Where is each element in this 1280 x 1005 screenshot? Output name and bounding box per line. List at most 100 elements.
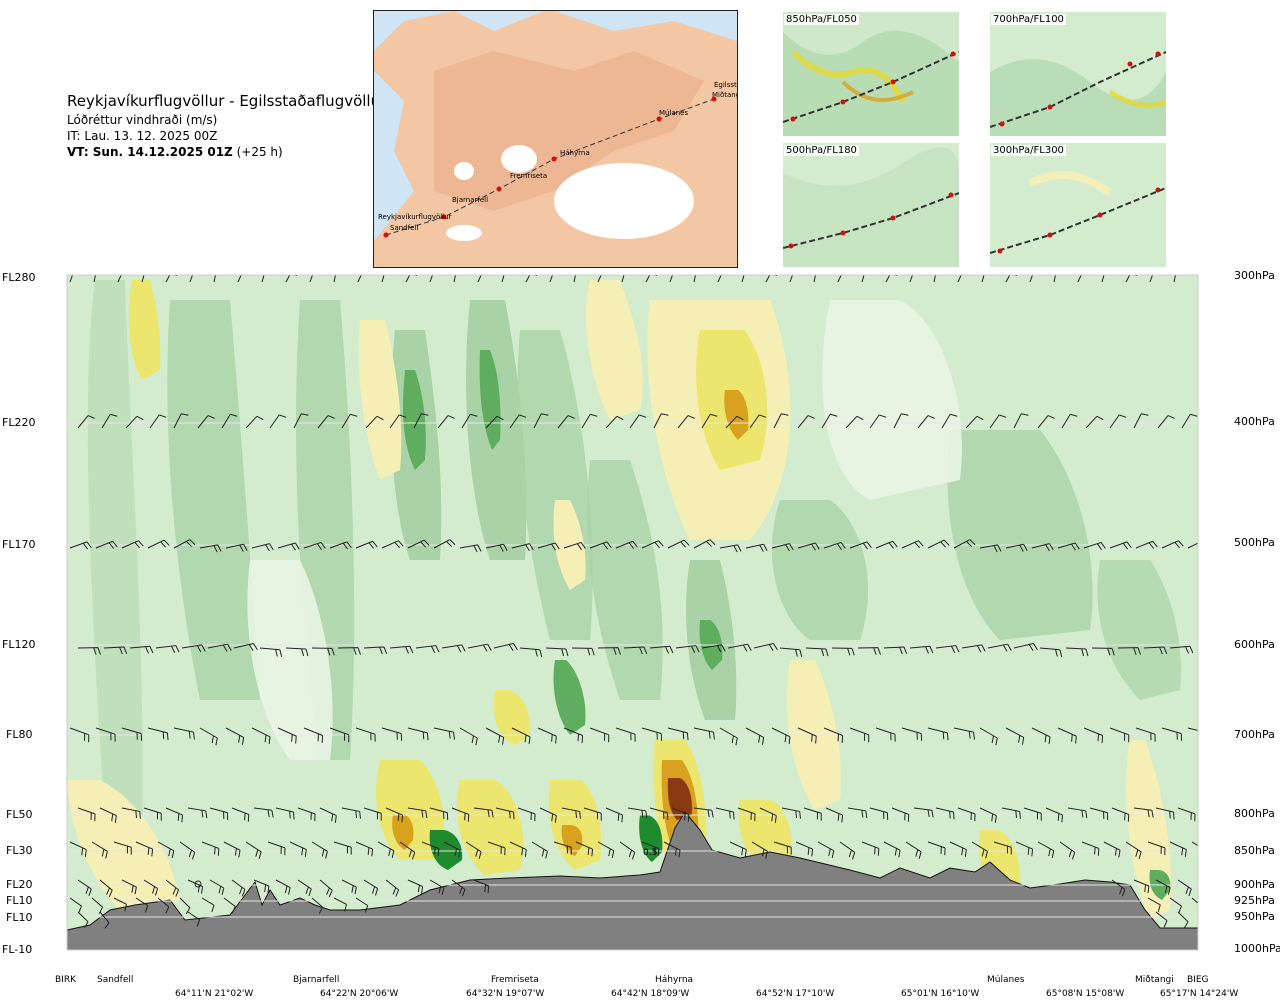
wind-barbs (69, 275, 1198, 929)
wind-barb (319, 879, 333, 898)
wind-barb (473, 807, 494, 818)
wind-barb (99, 911, 110, 929)
wind-barb (199, 544, 222, 553)
wind-barb (231, 807, 250, 822)
wind-barb (675, 645, 700, 653)
wind-barb (381, 540, 404, 549)
wind-barb (935, 645, 960, 653)
wind-barb (581, 413, 598, 429)
wind-barb (1177, 807, 1196, 822)
wind-barb (571, 647, 595, 656)
map-label-mulanes: Múlanes (659, 109, 689, 117)
wind-barb (341, 879, 357, 895)
wind-barb (773, 841, 792, 855)
route-point (656, 116, 662, 122)
left-axis-label: FL10 (6, 911, 33, 924)
wind-barb (69, 897, 82, 913)
wind-barb (103, 646, 128, 655)
wind-barb (165, 879, 180, 897)
wind-barb (875, 727, 896, 742)
wind-barb (1083, 541, 1106, 550)
valid-time: VT: Sun. 14.12.2025 01Z (+25 h) (67, 144, 283, 160)
thumb-label-850: 850hPa/FL050 (784, 14, 859, 25)
wind-barb (77, 807, 96, 822)
wind-barb (831, 647, 855, 656)
x-coord-label: 64°52'N 17°10'W (756, 989, 835, 999)
band-yellow-low-a (376, 760, 444, 860)
thumb-500hpa[interactable]: 500hPa/FL180 (783, 143, 959, 267)
wind-barb (993, 841, 1012, 855)
wind-barb (99, 807, 117, 823)
right-axis-label: 1000hPa (1234, 942, 1280, 955)
wind-barb (179, 897, 191, 915)
wind-barb (433, 539, 456, 549)
wind-barb (329, 541, 352, 550)
thumb-850hpa[interactable]: 850hPa/FL050 (783, 12, 959, 136)
wind-barb (957, 807, 976, 822)
wind-barb (1157, 415, 1175, 429)
route-map-svg (374, 11, 737, 267)
wind-barb (363, 807, 382, 821)
wind-barb (69, 841, 87, 857)
x-place-label: BIRK (55, 975, 76, 985)
wind-barb (1023, 807, 1042, 821)
wind-barb (487, 841, 506, 856)
wind-barb (1061, 413, 1078, 429)
wave-brown (667, 778, 693, 820)
wind-barb (509, 414, 527, 429)
wind-barb (443, 841, 461, 858)
x-coord-label: 65°01'N 16°10'W (901, 989, 980, 999)
wind-barb (619, 841, 636, 860)
wind-barb (303, 541, 326, 550)
thumb-label-700: 700hPa/FL100 (991, 14, 1066, 25)
wind-barb (803, 807, 822, 821)
map-label-sandfell: Sandfell (390, 224, 419, 232)
x-place-label: BIEG (1187, 975, 1209, 985)
band-green-j (1097, 560, 1181, 700)
route-map[interactable]: Reykjavíkurflugvöllur Sandfell Bjarnarfe… (373, 10, 738, 268)
wind-barb (1187, 542, 1198, 549)
wind-barb (773, 413, 789, 429)
cross-section-field: 0.5 (67, 275, 1198, 950)
wind-barb (1181, 413, 1198, 429)
wind-barb (539, 807, 557, 823)
wind-barb (531, 841, 548, 859)
wind-barb (839, 841, 856, 860)
wind-barb (485, 727, 505, 745)
wind-barb (377, 841, 395, 858)
wind-barb (303, 727, 324, 743)
route-point (383, 232, 389, 238)
wind-barb (329, 727, 350, 743)
wind-barb (147, 539, 170, 549)
wind-barb (275, 807, 295, 820)
wind-barb (823, 541, 846, 550)
band-green-f (587, 460, 663, 700)
wind-barb (1155, 911, 1168, 928)
wind-barb (989, 414, 1007, 429)
wind-barb (753, 643, 778, 652)
thumb-300hpa[interactable]: 300hPa/FL300 (990, 143, 1166, 267)
wind-barb (433, 727, 455, 740)
right-axis-label: 950hPa (1234, 910, 1275, 923)
valid-time-lead: (+25 h) (236, 145, 283, 159)
wind-barb (605, 807, 624, 823)
wind-barb (389, 414, 407, 429)
wind-barb (641, 540, 664, 549)
wind-barb (517, 807, 536, 822)
wind-barb (495, 807, 515, 820)
wind-barb (233, 643, 258, 652)
wind-barb (927, 841, 946, 856)
band-green-left (87, 280, 143, 900)
wind-barb (201, 897, 215, 913)
init-time: IT: Lau. 13. 12. 2025 00Z (67, 129, 218, 143)
wind-barb (509, 841, 527, 857)
wind-barb (1037, 841, 1055, 858)
wind-barb (965, 415, 984, 429)
wind-barb (1031, 543, 1054, 552)
map-label-fremriseta: Fremriseta (510, 172, 548, 180)
band-yellow-core-inner (724, 390, 749, 440)
thumb-700hpa[interactable]: 700hPa/FL100 (990, 12, 1166, 136)
wind-barb (421, 841, 440, 856)
valid-time-bold: VT: Sun. 14.12.2025 01Z (67, 145, 233, 159)
wind-barb (319, 807, 337, 823)
